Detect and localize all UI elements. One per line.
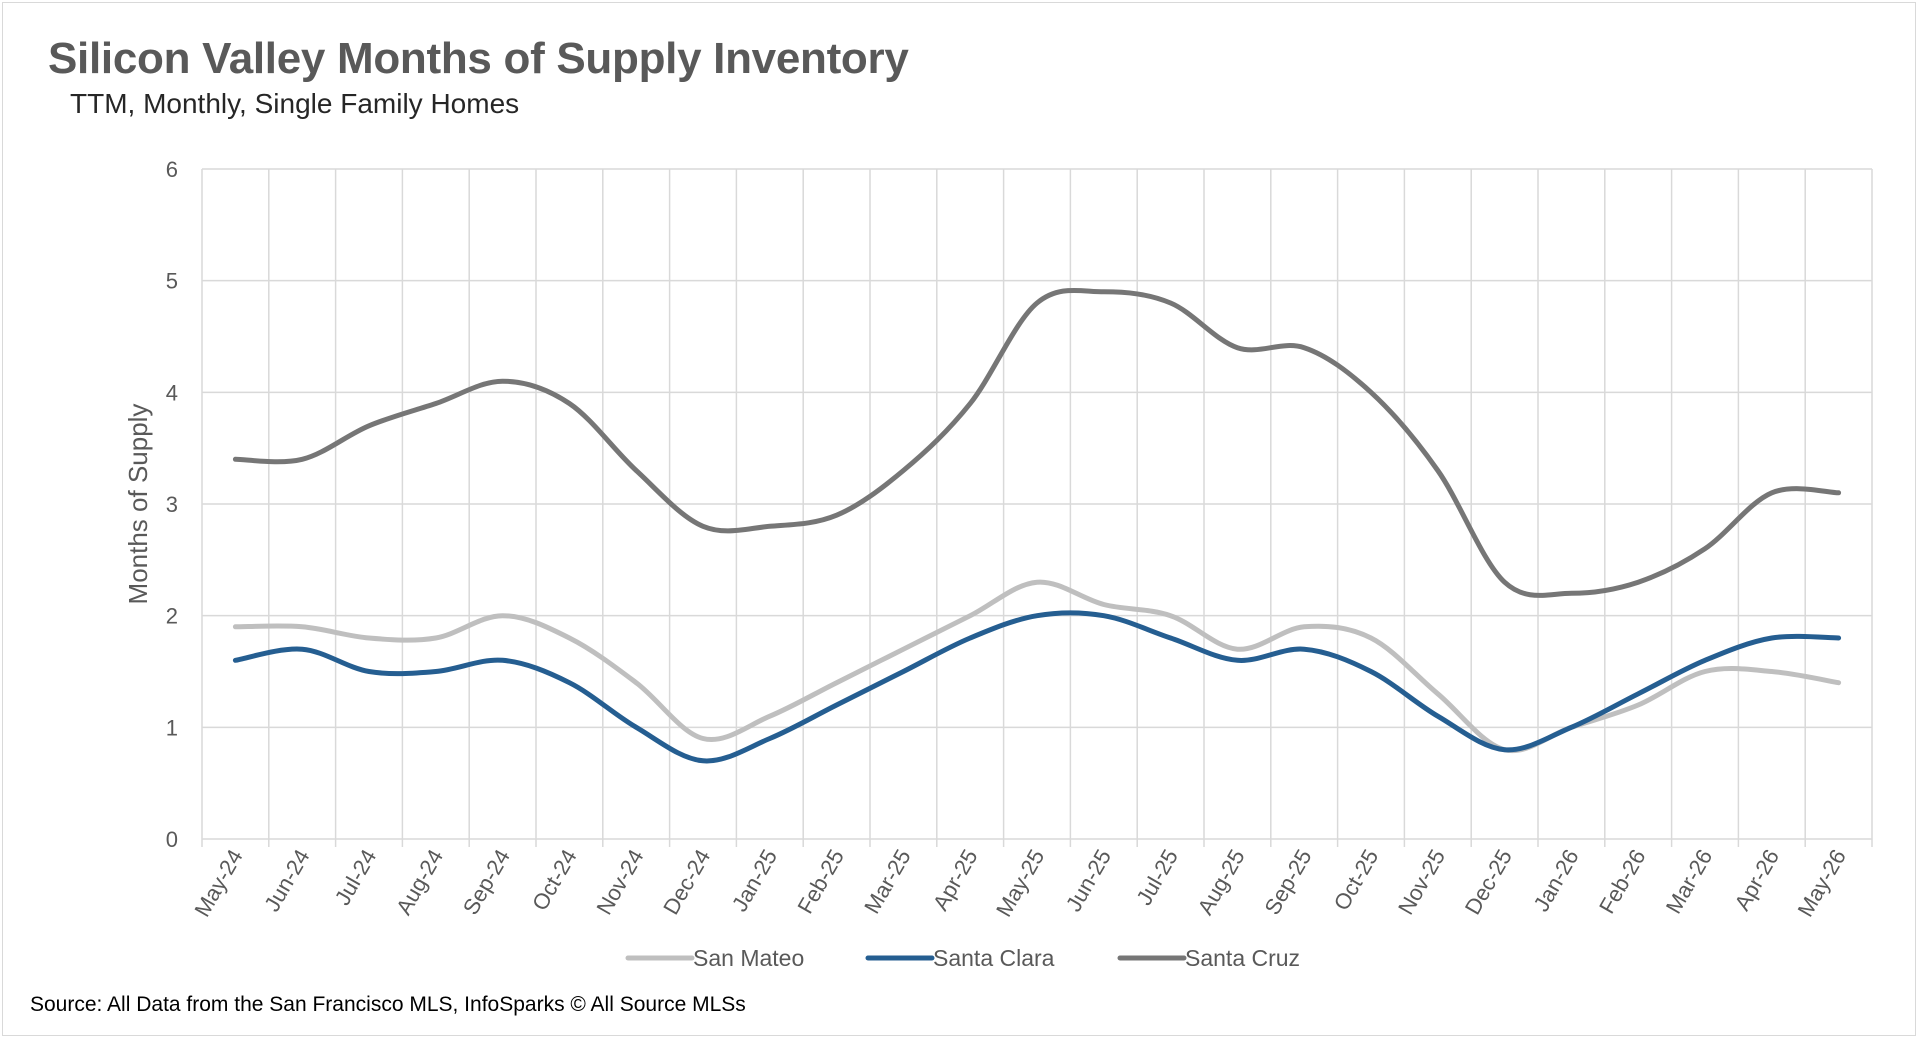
y-tick-label: 6: [166, 157, 178, 182]
chart-title: Silicon Valley Months of Supply Inventor…: [48, 34, 909, 83]
y-tick-label: 1: [166, 715, 178, 740]
series-line-san-mateo: [232, 579, 1842, 754]
legend-item: Santa Clara: [865, 945, 1055, 971]
legend: San Mateo Santa Clara Santa Cruz: [625, 945, 1300, 971]
series-line-santa-cruz: [232, 287, 1842, 598]
legend-item: Santa Cruz: [1117, 945, 1300, 971]
x-tick-label: Dec-25: [1460, 845, 1517, 919]
legend-label: Santa Clara: [933, 945, 1055, 971]
y-axis-tick-labels: 0 1 2 3 4 5 6: [166, 157, 178, 852]
x-tick-label: May-24: [189, 845, 247, 921]
legend-label: San Mateo: [693, 945, 804, 971]
x-tick-label: Aug-24: [391, 845, 448, 919]
x-tick-label: May-25: [991, 845, 1049, 921]
x-tick-label: Aug-25: [1193, 845, 1250, 919]
legend-item: San Mateo: [625, 945, 804, 971]
x-tick-label: Feb-25: [792, 845, 849, 918]
y-tick-label: 5: [166, 269, 178, 294]
x-tick-label: Nov-24: [591, 845, 648, 919]
x-tick-label: Oct-24: [527, 845, 582, 915]
source-note: Source: All Data from the San Francisco …: [30, 993, 746, 1016]
x-tick-label: Oct-25: [1329, 845, 1384, 915]
series-lines: [232, 287, 1842, 764]
x-tick-label: Dec-24: [658, 845, 715, 919]
x-tick-label: Apr-26: [1729, 845, 1784, 915]
x-tick-label: Apr-25: [928, 845, 983, 915]
x-tick-label: Feb-26: [1594, 845, 1651, 918]
chart-subtitle: TTM, Monthly, Single Family Homes: [70, 88, 520, 119]
legend-label: Santa Cruz: [1185, 945, 1300, 971]
y-axis-title: Months of Supply: [123, 404, 153, 605]
x-tick-label: Sep-24: [458, 845, 515, 919]
x-tick-label: Jul-24: [330, 845, 382, 909]
x-tick-label: Jun-25: [1061, 845, 1116, 916]
x-tick-label: Mar-26: [1661, 845, 1717, 918]
x-tick-label: Sep-25: [1259, 845, 1316, 919]
series-line-santa-clara: [232, 610, 1842, 764]
x-tick-label: Jan-26: [1528, 845, 1583, 916]
y-tick-label: 2: [166, 604, 178, 629]
x-tick-label: May-26: [1793, 845, 1851, 921]
x-tick-label: Mar-25: [859, 845, 915, 918]
x-tick-label: Jul-25: [1131, 845, 1183, 909]
grid-lines: [201, 168, 1873, 847]
x-tick-label: Nov-25: [1393, 845, 1450, 919]
y-tick-label: 4: [166, 380, 178, 405]
y-tick-label: 3: [166, 492, 178, 517]
x-axis-tick-labels: May-24 Jun-24 Jul-24 Aug-24 Sep-24 Oct-24 Nov-…: [189, 845, 1851, 921]
x-tick-label: Jun-24: [259, 845, 314, 916]
x-tick-label: Jan-25: [727, 845, 782, 916]
y-tick-label: 0: [166, 827, 178, 852]
